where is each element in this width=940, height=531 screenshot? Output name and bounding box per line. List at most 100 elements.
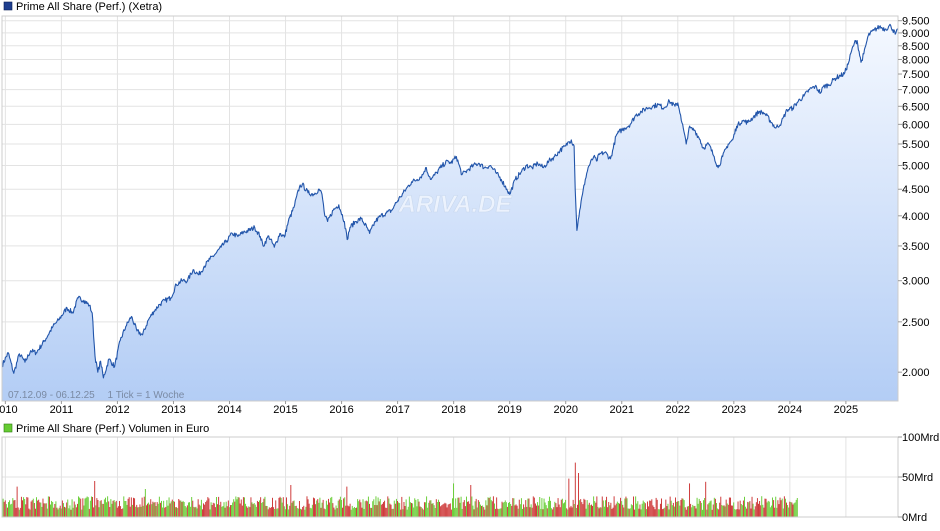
main-y-tick-label: 4.500 bbox=[902, 184, 930, 196]
volume-bar bbox=[633, 496, 634, 517]
volume-bar bbox=[59, 505, 61, 517]
volume-bar bbox=[491, 501, 493, 517]
volume-bar bbox=[117, 506, 119, 517]
volume-bar bbox=[298, 501, 300, 517]
volume-bar bbox=[486, 505, 488, 517]
volume-bar bbox=[169, 503, 171, 517]
volume-bar bbox=[236, 499, 238, 517]
volume-bar bbox=[768, 501, 770, 517]
main-y-tick-label: 9.000 bbox=[902, 28, 930, 40]
volume-bar bbox=[305, 506, 307, 517]
volume-bar bbox=[602, 500, 604, 517]
volume-bar bbox=[270, 507, 272, 517]
volume-bar bbox=[541, 498, 543, 517]
volume-bar bbox=[100, 500, 102, 517]
volume-bar bbox=[631, 505, 633, 517]
volume-bar bbox=[510, 504, 512, 517]
volume-bar bbox=[227, 500, 229, 517]
volume-bar bbox=[57, 509, 59, 517]
volume-bar bbox=[268, 507, 270, 517]
x-tick-label: 2023 bbox=[722, 404, 746, 416]
volume-bar bbox=[512, 498, 514, 517]
volume-bar bbox=[224, 507, 226, 517]
volume-bar bbox=[706, 509, 708, 517]
volume-bar bbox=[699, 501, 701, 517]
volume-bar bbox=[724, 506, 726, 517]
volume-bar bbox=[615, 503, 617, 517]
volume-bar bbox=[90, 496, 92, 517]
volume-bar bbox=[565, 499, 567, 517]
volume-bar bbox=[275, 500, 277, 517]
volume-bar bbox=[156, 502, 158, 517]
volume-bar bbox=[779, 497, 781, 517]
volume-bar bbox=[375, 496, 377, 517]
x-tick-label: 2011 bbox=[50, 404, 74, 416]
volume-bar bbox=[291, 502, 293, 517]
volume-bar bbox=[111, 503, 113, 517]
volume-bar bbox=[231, 505, 233, 517]
volume-bar bbox=[151, 504, 153, 517]
volume-bar bbox=[520, 498, 522, 517]
volume-bar bbox=[379, 499, 381, 517]
volume-bar bbox=[250, 497, 252, 517]
volume-bar bbox=[197, 499, 199, 517]
main-area bbox=[1, 23, 899, 402]
volume-bar bbox=[261, 503, 263, 517]
volume-bar bbox=[691, 507, 693, 517]
volume-bar bbox=[374, 505, 376, 517]
volume-bar bbox=[436, 502, 438, 517]
volume-bar bbox=[453, 483, 455, 517]
volume-bar bbox=[20, 496, 22, 517]
volume-bar bbox=[109, 507, 111, 517]
volume-bar bbox=[65, 507, 67, 517]
volume-bar bbox=[288, 509, 290, 517]
volume-bar bbox=[458, 497, 460, 517]
volume-bar bbox=[463, 500, 465, 517]
volume-bar bbox=[540, 508, 542, 517]
volume-bar bbox=[783, 496, 785, 517]
volume-bar bbox=[497, 508, 499, 517]
volume-bar bbox=[645, 509, 647, 517]
volume-bar bbox=[444, 502, 446, 517]
volume-bar bbox=[727, 504, 729, 517]
volume-bar bbox=[290, 485, 292, 517]
volume-bar bbox=[230, 505, 231, 517]
volume-bar bbox=[499, 508, 501, 517]
volume-bar bbox=[596, 496, 598, 517]
volume-bar bbox=[445, 503, 447, 517]
volume-bar bbox=[207, 497, 209, 517]
volume-bar bbox=[75, 507, 77, 517]
volume-bar bbox=[353, 507, 355, 517]
main-y-tick-label: 3.500 bbox=[902, 241, 930, 253]
volume-bar bbox=[437, 499, 439, 517]
volume-bar bbox=[794, 502, 796, 517]
volume-bar bbox=[344, 497, 346, 517]
volume-bar bbox=[139, 504, 141, 517]
volume-bar bbox=[170, 501, 172, 517]
volume-bar bbox=[265, 505, 267, 517]
volume-bar bbox=[796, 498, 798, 517]
volume-bar bbox=[748, 502, 750, 517]
volume-bar bbox=[209, 509, 211, 517]
volume-bar bbox=[333, 507, 335, 517]
volume-bar bbox=[573, 504, 575, 517]
volume-bar bbox=[221, 506, 223, 517]
volume-bar bbox=[680, 500, 682, 517]
volume-bar bbox=[397, 501, 398, 517]
volume-bar bbox=[260, 497, 262, 517]
volume-bar bbox=[460, 496, 462, 517]
volume-bar bbox=[738, 509, 740, 517]
volume-bar bbox=[64, 506, 65, 517]
volume-bar bbox=[475, 498, 477, 517]
volume-bar bbox=[56, 507, 58, 517]
volume-bar bbox=[72, 507, 74, 517]
volume-bar bbox=[607, 507, 609, 517]
volume-bar bbox=[358, 501, 360, 517]
volume-bar bbox=[394, 503, 396, 517]
volume-bar bbox=[670, 500, 672, 517]
volume-bar bbox=[38, 499, 40, 517]
volume-bar bbox=[251, 502, 253, 517]
volume-bar bbox=[173, 501, 175, 517]
volume-bar bbox=[689, 483, 691, 517]
volume-bar bbox=[752, 503, 754, 517]
